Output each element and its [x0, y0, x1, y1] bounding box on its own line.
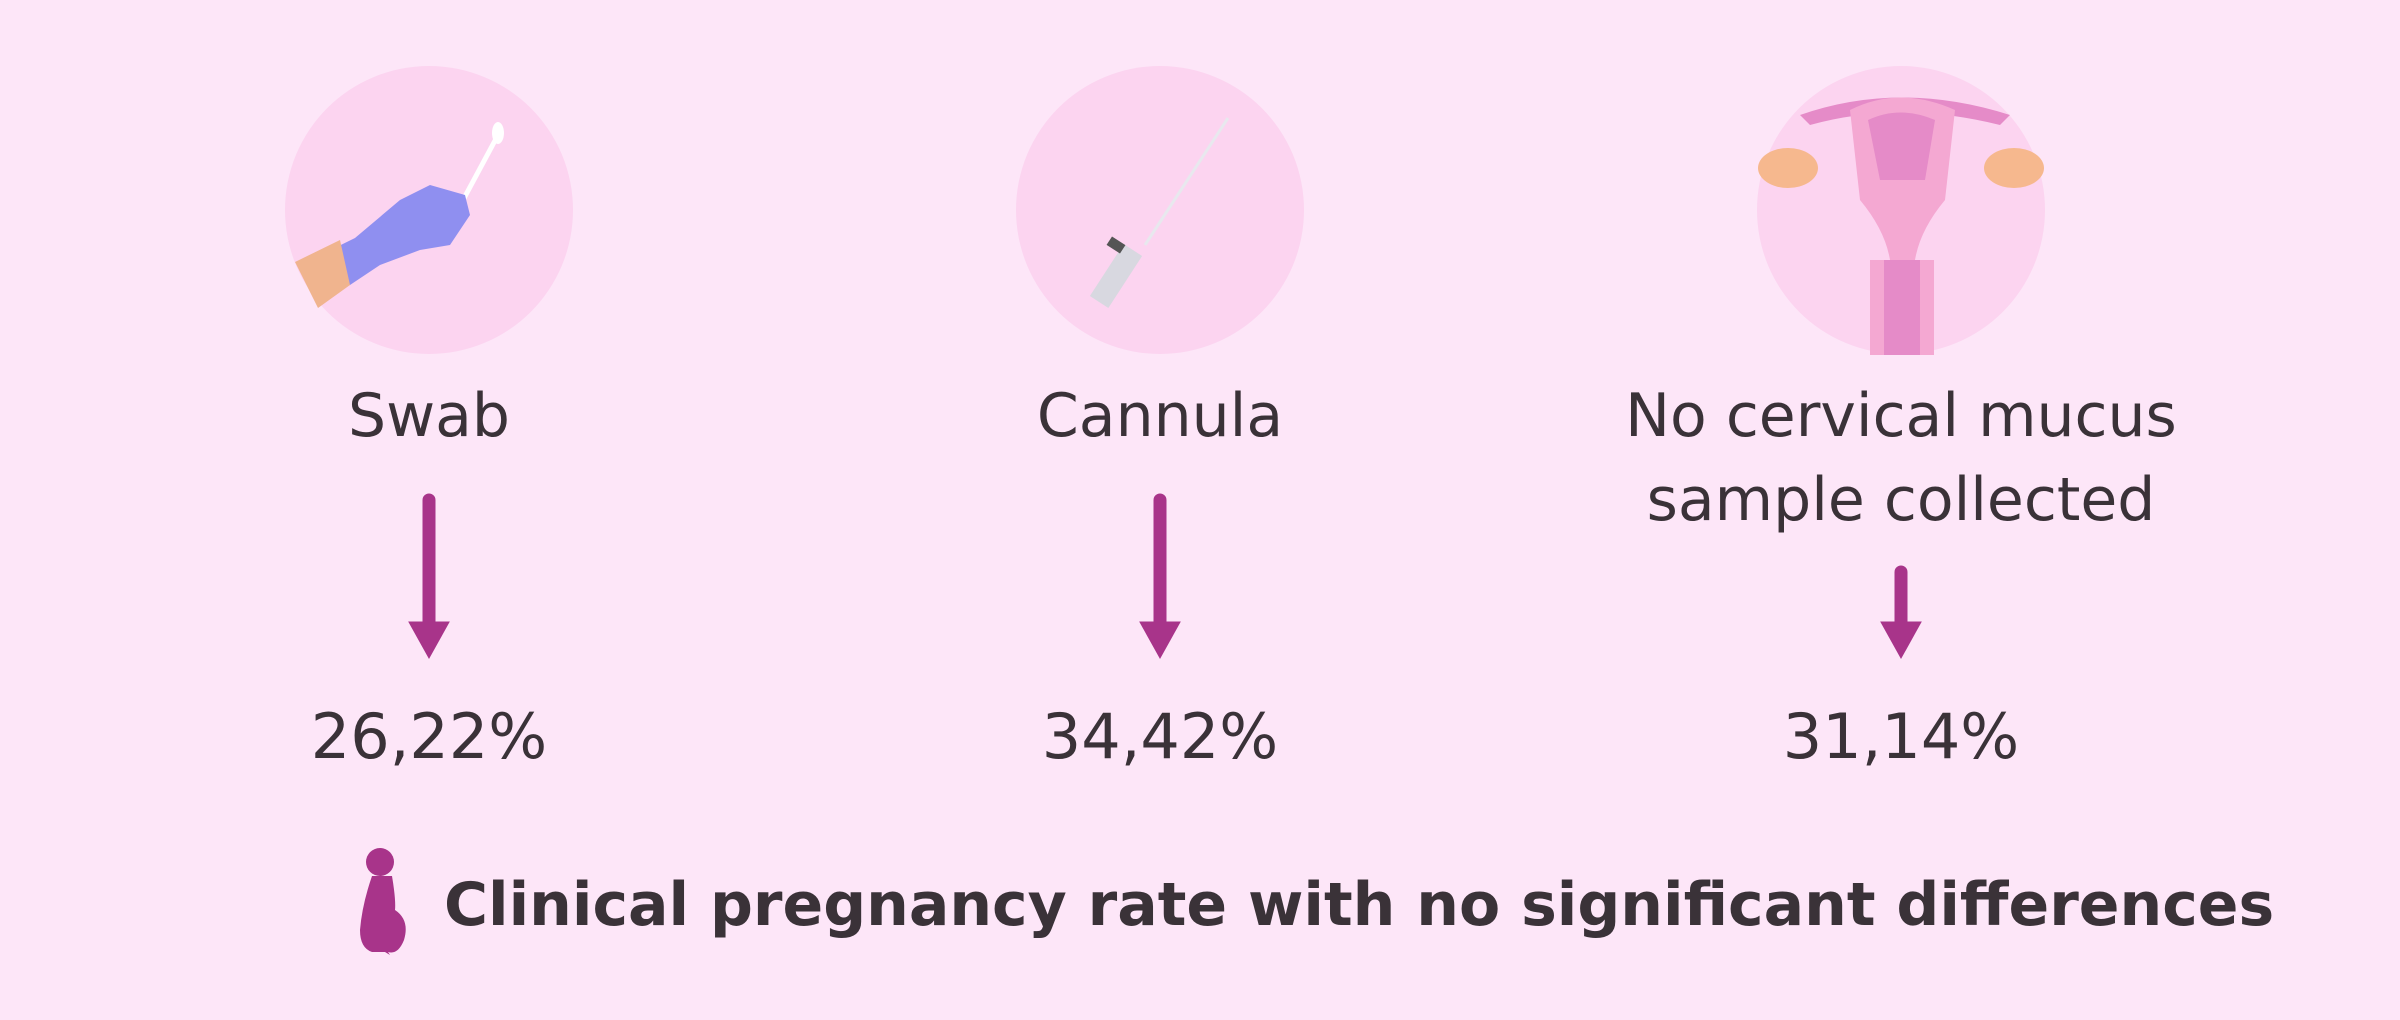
uterus-icon	[1758, 97, 2044, 355]
rate-value: 31,14%	[1782, 700, 2020, 773]
swab-icon	[295, 122, 504, 308]
method-label: No cervical mucus sample collected	[1625, 381, 2177, 535]
rate-value: 34,42%	[1041, 700, 1279, 773]
pregnancy-icon	[360, 848, 406, 955]
icon-background	[1016, 66, 1304, 354]
cannula-icon	[1089, 117, 1230, 308]
footer-note: Clinical pregnancy rate with no signific…	[444, 870, 2275, 940]
arrows	[408, 493, 1922, 660]
rate-value: 26,22%	[310, 700, 548, 773]
method-label: Swab	[347, 381, 510, 451]
method-label: Cannula	[1036, 381, 1284, 451]
